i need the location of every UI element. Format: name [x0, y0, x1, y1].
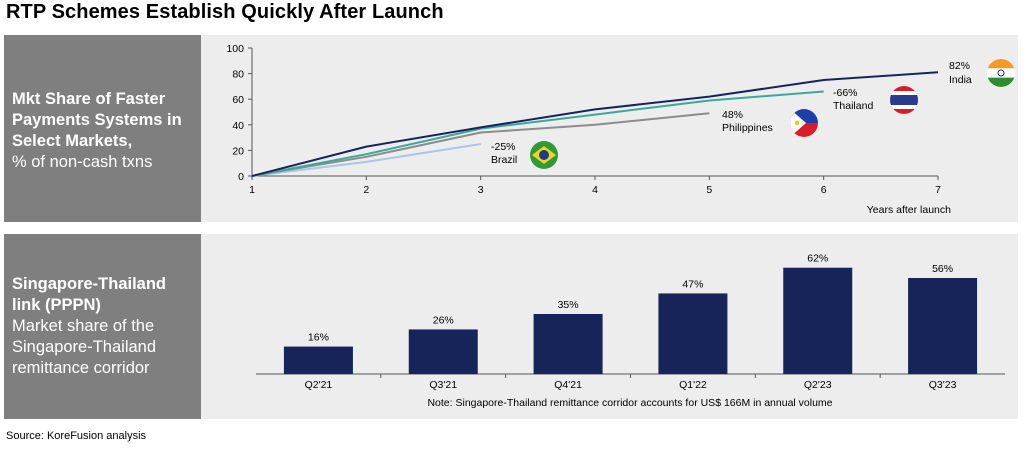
line-chart-label-line-1: Mkt Share of Faster: [12, 90, 166, 108]
y-tick-label: 80: [232, 69, 244, 81]
bar-chart-label-line-5: remittance corridor: [12, 359, 150, 377]
series-line-brazil: [251, 143, 481, 177]
page-title: RTP Schemes Establish Quickly After Laun…: [6, 1, 444, 23]
line-chart-label-line-3: Select Markets,: [12, 132, 133, 150]
thailand-flag-icon: [890, 86, 918, 114]
x-axis-title: Years after launch: [867, 204, 951, 216]
x-tick-label: 2: [363, 184, 369, 196]
bar-chart-label-line-2: link (PPPN): [12, 296, 101, 314]
series-name-philippines: Philippines: [722, 122, 773, 134]
series-name-thailand: Thailand: [833, 100, 873, 112]
x-tick-label: 7: [935, 184, 941, 196]
bar-chart-label-line-3: Market share of the: [12, 317, 155, 335]
bar: [783, 267, 853, 374]
x-tick-label: 4: [592, 184, 598, 196]
x-tick-label: Q1'22: [679, 379, 707, 391]
bar-chart-note: Note: Singapore-Thailand remittance corr…: [427, 397, 832, 409]
bar: [283, 346, 353, 374]
data-label-thailand: -66%: [833, 87, 858, 99]
bar-value-label: 62%: [807, 253, 828, 265]
line-chart: 0 20 40 60 80 100 1 2 3 4 5 6 7 Years after launch 82%…: [226, 43, 1015, 216]
line-chart-label-line-4: % of non-cash txns: [12, 153, 153, 171]
source-note: Source: KoreFusion analysis: [6, 430, 147, 442]
bar: [658, 293, 728, 374]
bar-value-label: 16%: [308, 332, 329, 344]
x-tick-label: Q2'23: [804, 379, 832, 391]
x-tick-label: Q2'21: [305, 379, 333, 391]
line-chart-label-line-2: Payments Systems in: [12, 111, 182, 129]
bar: [533, 314, 603, 374]
bar: [408, 329, 478, 374]
y-tick-label: 100: [226, 43, 244, 55]
data-label-india: 82%: [949, 60, 970, 72]
series-line-philippines: [251, 112, 710, 177]
bar-value-label: 26%: [433, 314, 454, 326]
data-label-philippines: 48%: [722, 109, 743, 121]
y-tick-label: 60: [232, 94, 244, 106]
x-tick-label: 1: [249, 184, 255, 196]
bar: [908, 278, 978, 374]
bar-chart-label-line-1: Singapore-Thailand: [12, 275, 167, 293]
x-tick-label: Q3'21: [429, 379, 457, 391]
series-line-india: [251, 71, 939, 177]
bar-chart-label-box: Singapore-Thailand link (PPPN) Market sh…: [4, 234, 201, 419]
x-tick-label: 5: [706, 184, 712, 196]
bar-chart-label-line-4: Singapore-Thailand: [12, 338, 157, 356]
x-tick-label: Q4'21: [554, 379, 582, 391]
series-line-thailand: [251, 90, 824, 177]
india-flag-icon: [987, 59, 1015, 87]
y-tick-label: 40: [232, 120, 244, 132]
bar-chart-panel: Singapore-Thailand link (PPPN) Market sh…: [4, 234, 1018, 419]
bar-value-label: 35%: [558, 299, 579, 311]
line-chart-panel: Mkt Share of Faster Payments Systems in …: [4, 35, 1018, 222]
x-tick-label: 6: [821, 184, 827, 196]
x-tick-label: 3: [478, 184, 484, 196]
y-tick-label: 20: [232, 145, 244, 157]
bar-value-label: 56%: [932, 263, 953, 275]
bar-chart: 16% Q2'21 26% Q3'21 35% Q4'21 47% Q1'22 62% Q2'23…: [256, 253, 1005, 409]
series-name-brazil: Brazil: [491, 154, 517, 166]
y-tick-label: 0: [238, 171, 244, 183]
series-name-india: India: [949, 74, 972, 86]
data-label-brazil: -25%: [491, 141, 516, 153]
philippines-flag-icon: [790, 109, 818, 137]
line-chart-label-box: Mkt Share of Faster Payments Systems in …: [4, 35, 201, 222]
bar-value-label: 47%: [682, 278, 703, 290]
brazil-flag-icon: [530, 141, 558, 169]
x-tick-label: Q3'23: [929, 379, 957, 391]
